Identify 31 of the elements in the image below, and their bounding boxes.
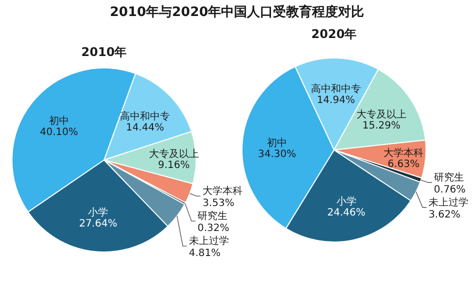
data-label: 3.62% xyxy=(428,209,460,220)
slice-label: 研究生 xyxy=(434,171,464,184)
data-label: 27.64% xyxy=(79,218,118,230)
data-label: 14.44% xyxy=(126,122,164,134)
data-label: 40.10% xyxy=(40,127,78,138)
text: 2010年与2020年中国人口受教育程度对比 xyxy=(110,4,364,20)
slice-label: 大专及以上 xyxy=(148,148,199,160)
slice-label: 高中和中专 xyxy=(120,110,170,122)
data-label: 4.81% xyxy=(188,248,221,260)
slice-label: 高中和中专 xyxy=(310,82,361,95)
data-label: 0.76% xyxy=(434,184,466,196)
data-label: 34.30% xyxy=(258,148,296,160)
chart-title: 2010年 xyxy=(81,45,127,59)
slice-label: 初中 xyxy=(267,136,288,149)
slice-label: 大学本科 xyxy=(384,147,424,160)
slice-label: 小学 xyxy=(88,206,108,219)
slice-label: 研究生 xyxy=(198,210,228,222)
slice-label: 大专及以上 xyxy=(356,108,406,120)
data-label: 6.63% xyxy=(388,159,420,170)
data-label: 15.29% xyxy=(362,120,401,132)
slice-label: 初中 xyxy=(48,115,69,128)
slice-label: 小学 xyxy=(336,196,356,208)
slice-label: 未上过学 xyxy=(188,235,229,248)
slice-label: 大学本科 xyxy=(202,185,243,198)
slice-label: 未上过学 xyxy=(428,196,469,208)
data-label: 9.16% xyxy=(158,160,190,172)
chart-title: 2020年 xyxy=(311,27,357,41)
data-label: 3.53% xyxy=(202,198,234,210)
data-label: 14.94% xyxy=(316,94,355,106)
data-label: 0.32% xyxy=(198,223,230,234)
data-label: 24.46% xyxy=(327,208,366,219)
